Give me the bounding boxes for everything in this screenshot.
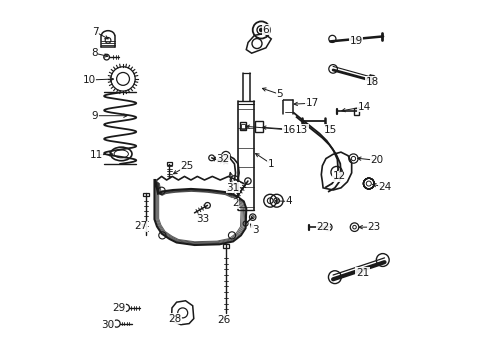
Bar [255, 121, 263, 132]
Text: 22: 22 [316, 222, 329, 232]
Text: 29: 29 [112, 303, 125, 313]
Text: 19: 19 [348, 36, 362, 46]
Text: 26: 26 [217, 315, 230, 325]
Bar [166, 162, 172, 165]
Text: 21: 21 [355, 268, 368, 278]
Text: 4: 4 [285, 197, 292, 206]
Text: 33: 33 [195, 214, 208, 224]
Bar [222, 244, 229, 248]
Text: 10: 10 [82, 75, 96, 85]
Text: 23: 23 [366, 222, 380, 232]
Text: 15: 15 [323, 125, 336, 135]
Circle shape [259, 28, 263, 32]
Text: 31: 31 [226, 183, 239, 193]
Text: 11: 11 [89, 150, 102, 160]
Bar [143, 193, 149, 196]
Text: 8: 8 [91, 48, 98, 58]
Text: 5: 5 [276, 89, 282, 99]
Text: 27: 27 [134, 221, 147, 231]
Text: 30: 30 [102, 320, 114, 330]
Text: 32: 32 [216, 154, 229, 164]
Text: 7: 7 [92, 27, 98, 37]
Text: 13: 13 [294, 125, 307, 135]
Text: 18: 18 [365, 77, 378, 87]
Text: 9: 9 [92, 111, 98, 121]
Text: 24: 24 [378, 182, 391, 192]
Text: 12: 12 [332, 171, 345, 181]
Text: 16: 16 [282, 125, 296, 135]
Text: 28: 28 [168, 314, 181, 324]
Bar [240, 122, 245, 130]
Text: 20: 20 [369, 156, 383, 165]
Bar [241, 123, 244, 129]
Text: 14: 14 [357, 102, 370, 112]
Text: 25: 25 [181, 161, 194, 171]
Text: 1: 1 [267, 159, 274, 169]
Text: 6: 6 [262, 25, 269, 35]
Text: 2: 2 [232, 198, 239, 208]
Text: 17: 17 [305, 98, 318, 108]
Text: 3: 3 [251, 225, 258, 235]
Bar [353, 108, 358, 115]
